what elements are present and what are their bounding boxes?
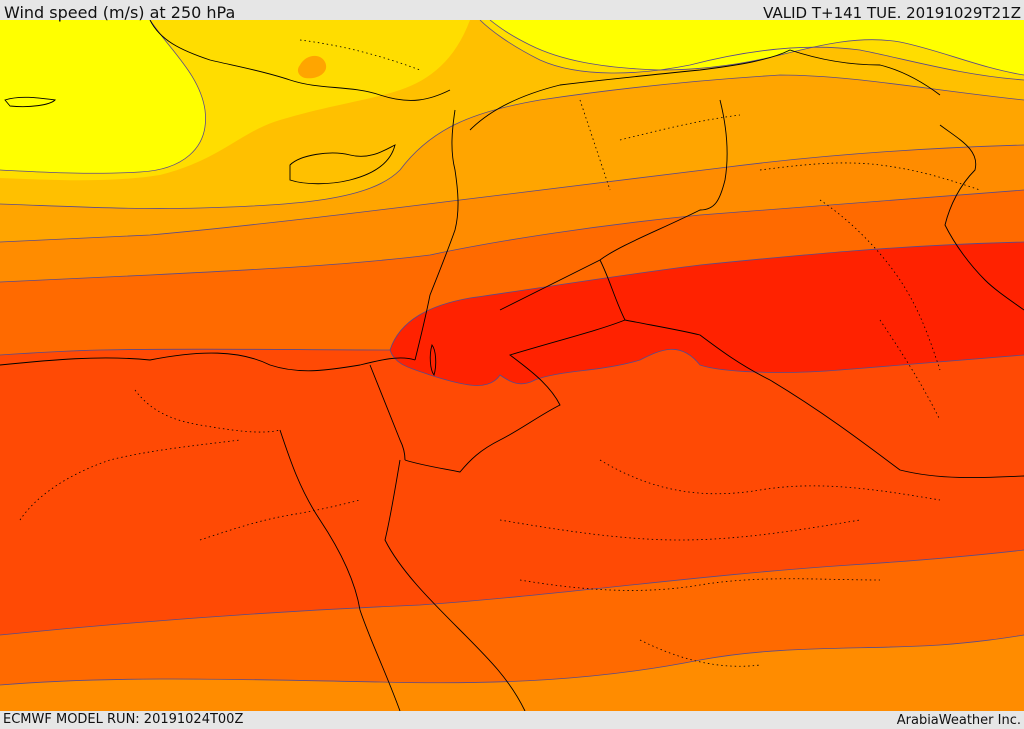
- border: [369, 364, 406, 461]
- admin-line: [579, 99, 611, 191]
- contour-line: [0, 74, 1024, 209]
- credit: ArabiaWeather Inc.: [896, 713, 1021, 728]
- contour-line: [479, 20, 1024, 81]
- border: [469, 49, 941, 131]
- contour-line: [389, 348, 1024, 386]
- band-north-8: [390, 242, 1024, 386]
- admin-line: [819, 199, 941, 371]
- band-north-2b: [490, 20, 1024, 75]
- band-north-2: [0, 20, 206, 174]
- admin-line: [619, 114, 741, 141]
- map-canvas: [0, 20, 1024, 711]
- admin-line: [599, 459, 941, 501]
- contour-line: [0, 144, 1024, 243]
- map-footer: ECMWF MODEL RUN: 20191024T00Z ArabiaWeat…: [0, 711, 1024, 729]
- contour-line: [0, 348, 391, 356]
- coastline: [414, 109, 459, 361]
- contour-line: [0, 549, 1024, 636]
- admin-line: [759, 162, 981, 191]
- coastlines: [0, 20, 1024, 711]
- coastline: [4, 96, 56, 108]
- band-south-2: [0, 635, 1024, 711]
- contour-line: [489, 20, 1024, 76]
- wind-speed-map: [0, 20, 1024, 711]
- band-patch-2: [355, 138, 392, 151]
- coastline: [429, 344, 437, 376]
- admin-line: [879, 319, 941, 421]
- contour-line: [0, 20, 206, 174]
- contour-line: [0, 634, 1024, 686]
- country-borders: [369, 49, 1024, 479]
- coastline: [289, 144, 396, 185]
- coastline: [939, 124, 1024, 311]
- valid-time: VALID T+141 TUE. 20191029T21Z: [763, 4, 1021, 22]
- contour-line: [389, 241, 1024, 351]
- border: [404, 319, 626, 473]
- admin-boundaries: [19, 39, 981, 667]
- coastline: [279, 429, 401, 711]
- band-patch-cyprus: [297, 55, 327, 79]
- coastline: [149, 20, 451, 101]
- band-north-3: [0, 20, 1024, 181]
- admin-line: [639, 639, 761, 667]
- model-run: ECMWF MODEL RUN: 20191024T00Z: [3, 712, 244, 727]
- border: [499, 99, 728, 311]
- map-title: Wind speed (m/s) at 250 hPa: [4, 3, 236, 22]
- admin-line: [134, 389, 281, 433]
- admin-line: [199, 499, 361, 541]
- coastline: [0, 352, 416, 372]
- admin-line: [499, 519, 861, 541]
- admin-line: [519, 578, 881, 591]
- map-header: Wind speed (m/s) at 250 hPa VALID T+141 …: [0, 0, 1024, 22]
- coastline: [384, 459, 526, 711]
